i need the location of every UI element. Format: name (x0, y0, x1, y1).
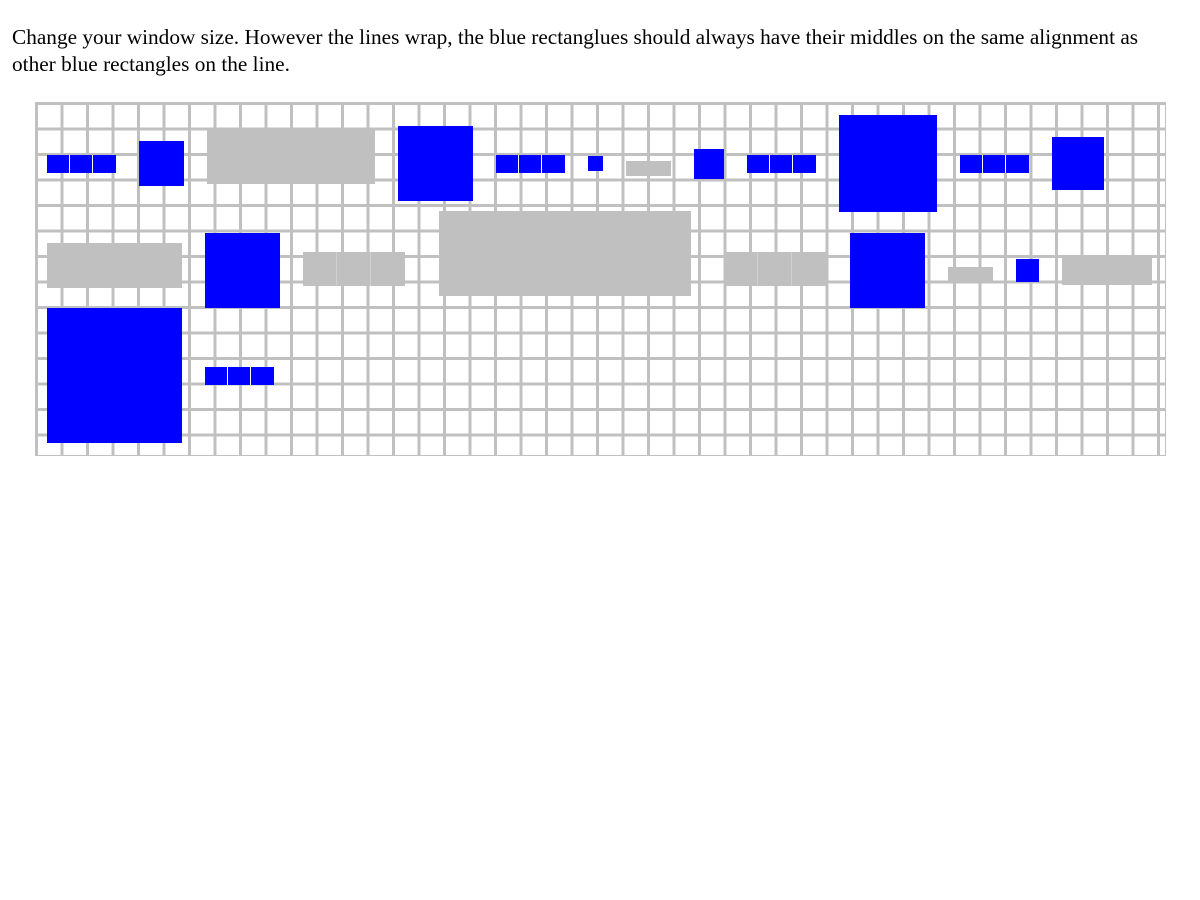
blue-rectangle (1052, 137, 1104, 190)
blue-rectangle (850, 233, 925, 308)
blue-rectangle (47, 308, 182, 443)
blue-segment (747, 155, 770, 173)
gray-segment (303, 252, 337, 286)
blue-rectangle (694, 149, 724, 179)
gray-rectangle (948, 267, 993, 282)
blue-segment (960, 155, 983, 173)
blue-segment (70, 155, 93, 173)
gray-strip (303, 252, 405, 286)
blue-strip (47, 155, 116, 173)
blue-segment (983, 155, 1006, 173)
blue-segment (542, 155, 565, 173)
gray-strip (724, 252, 826, 286)
gray-segment (792, 252, 826, 286)
blue-segment (47, 155, 70, 173)
blue-strip (205, 367, 274, 385)
gray-rectangle (207, 128, 375, 184)
gray-segment (724, 252, 758, 286)
instructions-text: Change your window size. However the lin… (12, 25, 1139, 76)
blue-strip (747, 155, 816, 173)
blue-rectangle (398, 126, 473, 201)
blue-segment (205, 367, 228, 385)
test-grid-area (35, 102, 1166, 456)
blue-segment (496, 155, 519, 173)
blue-rectangle (588, 156, 603, 171)
blue-segment (93, 155, 116, 173)
blue-rectangle (1016, 259, 1039, 282)
blue-rectangle (839, 115, 937, 212)
gray-segment (371, 252, 405, 286)
blue-segment (228, 367, 251, 385)
blue-segment (770, 155, 793, 173)
gray-rectangle (626, 161, 671, 176)
blue-rectangle (139, 141, 184, 186)
blue-segment (1006, 155, 1029, 173)
blue-rectangle (205, 233, 280, 308)
gray-rectangle (47, 243, 182, 288)
gray-segment (758, 252, 792, 286)
blue-strip (496, 155, 565, 173)
gray-rectangle (1062, 255, 1152, 285)
gray-rectangle (439, 211, 691, 296)
blue-segment (519, 155, 542, 173)
gray-segment (337, 252, 371, 286)
blue-strip (960, 155, 1029, 173)
blue-segment (793, 155, 816, 173)
blue-segment (251, 367, 274, 385)
